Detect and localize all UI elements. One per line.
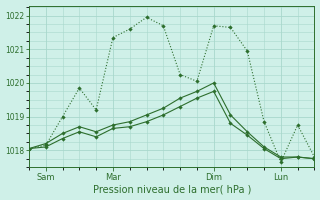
X-axis label: Pression niveau de la mer( hPa ): Pression niveau de la mer( hPa ) — [92, 184, 251, 194]
